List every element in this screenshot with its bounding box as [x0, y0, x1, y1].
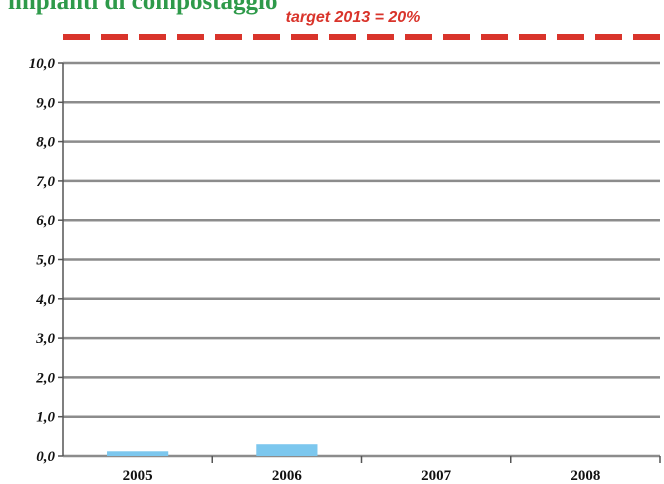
chart-title: impianti di compostaggio: [8, 0, 278, 15]
x-category-label: 2008: [570, 468, 600, 484]
y-tick-label: 0,0: [36, 449, 55, 465]
y-tick-label: 10,0: [29, 56, 56, 72]
y-tick-label: 9,0: [36, 95, 55, 111]
y-tick-label: 2,0: [35, 370, 55, 386]
bar-2005: [107, 451, 169, 456]
y-tick-label: 8,0: [36, 135, 55, 151]
x-category-label: 2007: [421, 468, 452, 484]
y-tick-label: 3,0: [35, 331, 55, 347]
y-tick-label: 6,0: [36, 213, 55, 229]
y-tick-label: 7,0: [36, 174, 55, 190]
x-category-label: 2005: [123, 468, 153, 484]
y-tick-label: 5,0: [36, 253, 55, 269]
target-label: target 2013 = 20%: [286, 9, 421, 26]
y-tick-label: 4,0: [35, 292, 55, 308]
bar-2006: [256, 444, 318, 456]
y-tick-label: 1,0: [36, 410, 55, 426]
x-category-label: 2006: [272, 468, 303, 484]
